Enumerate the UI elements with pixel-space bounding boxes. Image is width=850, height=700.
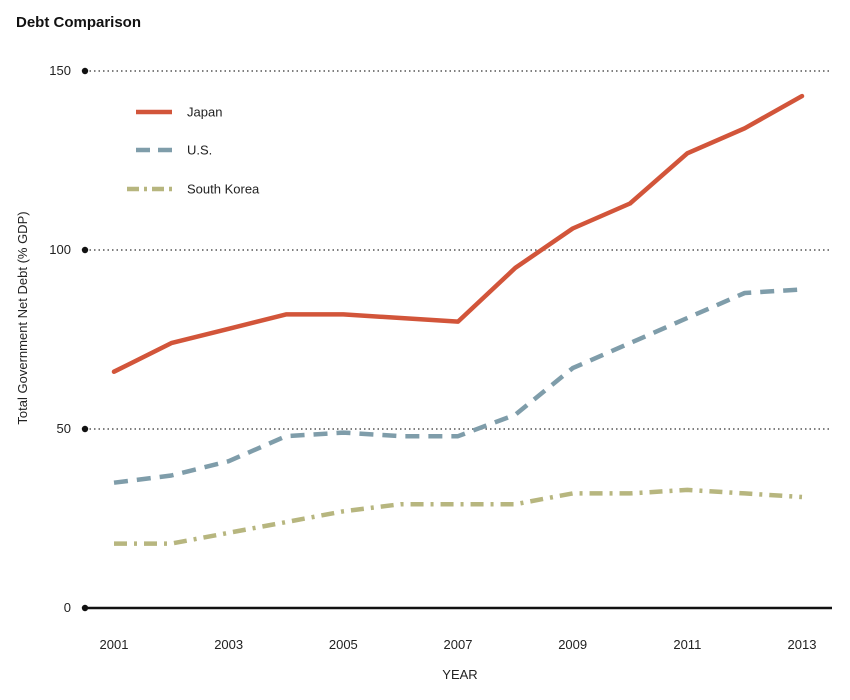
series-line-u-s xyxy=(113,287,803,485)
y-tick-dot xyxy=(81,604,89,612)
y-tick-dot xyxy=(81,246,89,254)
x-tick-label: 2009 xyxy=(558,637,587,652)
y-tick-label: 100 xyxy=(49,242,71,257)
legend-label: South Korea xyxy=(187,182,260,197)
y-tick-label: 150 xyxy=(49,63,71,78)
series-line-south-korea xyxy=(114,487,803,546)
y-tick-label: 0 xyxy=(64,600,71,615)
x-tick-label: 2001 xyxy=(100,637,129,652)
x-tick-label: 2013 xyxy=(788,637,817,652)
series-line-japan xyxy=(111,93,805,374)
chart-title: Debt Comparison xyxy=(16,14,142,31)
x-tick-label: 2003 xyxy=(214,637,243,652)
x-tick-label: 2005 xyxy=(329,637,358,652)
y-axis-label: Total Government Net Debt (% GDP) xyxy=(15,211,30,424)
legend-label: Japan xyxy=(187,105,222,120)
y-tick-label: 50 xyxy=(57,421,71,436)
x-tick-label: 2011 xyxy=(673,637,701,652)
legend-label: U.S. xyxy=(187,143,212,158)
legend: Japan U.S. South Korea xyxy=(127,105,260,197)
series-layer xyxy=(111,93,805,546)
x-tick-label: 2007 xyxy=(444,637,473,652)
grid-layer xyxy=(85,70,832,610)
y-tick-dot xyxy=(81,67,89,75)
tick-layer: 0 50 100 150 2001 2003 2005 2007 2009 2011 2013 xyxy=(49,63,816,652)
x-axis-label: YEAR xyxy=(442,667,477,682)
y-tick-dot xyxy=(81,425,89,433)
